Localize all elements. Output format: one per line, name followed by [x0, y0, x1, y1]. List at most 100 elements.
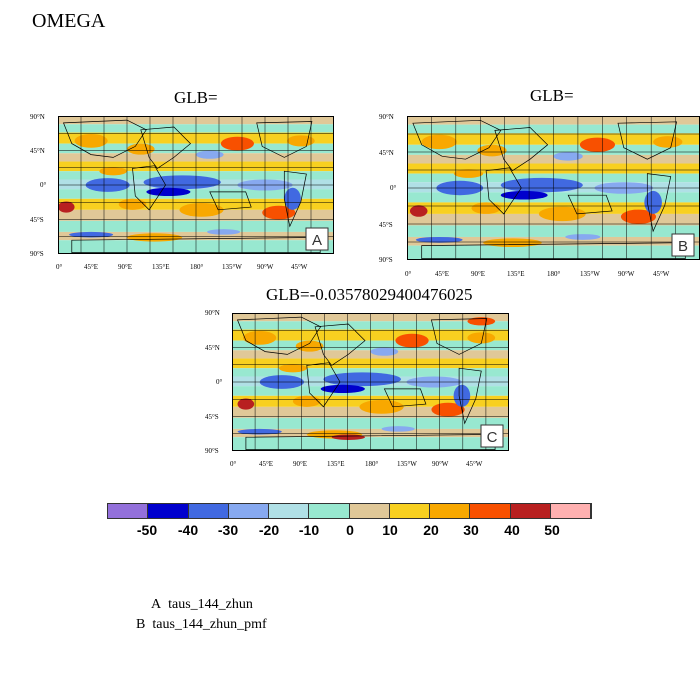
map-field-blob [409, 205, 428, 217]
lat-tick: 90°S [379, 256, 393, 264]
lat-tick: 45°N [30, 147, 45, 155]
panel-a-glb: GLB= [174, 88, 218, 107]
map-field-blob [284, 187, 301, 210]
colorbar-swatch [550, 504, 591, 518]
lon-tick: 45°E [259, 460, 274, 468]
lon-tick: 90°E [293, 460, 308, 468]
map-field-blob [58, 201, 75, 213]
map-field-blob [381, 426, 415, 432]
map-field-blob [453, 384, 471, 407]
coastline [71, 237, 321, 253]
colorbar-label: 10 [382, 522, 398, 538]
colorbar-swatch [510, 504, 551, 518]
lat-tick: 90°S [205, 447, 219, 455]
legend-item-b: B taus_144_zhun_pmf [136, 617, 267, 633]
lon-tick: 135°W [580, 270, 600, 278]
lat-tick: 45°N [379, 149, 394, 157]
map-field-blob [579, 137, 616, 152]
map-field-blob [653, 136, 683, 148]
coastline [458, 367, 482, 425]
map-field-blob [500, 190, 548, 200]
lon-tick: 180° [365, 460, 379, 468]
map-field-blob [237, 398, 255, 410]
map-field-blob [279, 364, 307, 373]
map-field-blob [196, 150, 224, 159]
map-border [232, 313, 509, 451]
lat-tick: 45°S [379, 221, 393, 229]
map-field-blob [127, 233, 183, 242]
map-field-blob [243, 330, 277, 345]
map-field-blob [471, 202, 501, 214]
coastline [283, 170, 307, 228]
lon-tick: 90°W [257, 263, 274, 271]
page-title: OMEGA [32, 10, 106, 32]
lon-tick: 135°E [152, 263, 170, 271]
colorbar-swatch [389, 504, 430, 518]
lon-tick: 180° [547, 270, 561, 278]
legend-item-a: A taus_144_zhun [151, 597, 253, 613]
lon-tick: 135°W [222, 263, 242, 271]
lon-tick: 45°E [84, 263, 99, 271]
panel-letter-box [480, 424, 504, 448]
map-field-blob [331, 434, 365, 440]
coastline [306, 362, 341, 408]
map-field-blob [370, 347, 399, 356]
colorbar-swatch [108, 504, 149, 518]
coastline [256, 121, 313, 158]
legend-name: taus_144_zhun_pmf [152, 617, 267, 632]
coastline [62, 119, 147, 158]
map-field-blob [415, 236, 463, 243]
lat-tick: 45°N [205, 344, 220, 352]
colorbar-label: -20 [258, 522, 280, 538]
map-field-blob [143, 175, 221, 190]
coastline [412, 119, 502, 160]
colorbar-swatch [269, 504, 310, 518]
lon-tick: 90°W [432, 460, 449, 468]
panel-c-glb: GLB=-0.03578029400476025 [266, 285, 473, 304]
map-panel-b-plot: B [407, 116, 700, 260]
coastline [209, 191, 252, 211]
map-field-blob [538, 206, 586, 222]
lat-tick: 0° [216, 378, 223, 386]
map-field-blob [118, 198, 147, 210]
colorbar [107, 503, 592, 519]
map-field-blob [421, 134, 457, 150]
lon-tick: 0° [56, 263, 63, 271]
coastline [617, 121, 678, 160]
colorbar-label: 50 [544, 522, 560, 538]
lat-tick: 90°N [379, 113, 394, 121]
map-field-blob [565, 234, 601, 240]
map-field-blob [320, 384, 365, 394]
panel-letter: C [487, 429, 498, 446]
map-field-blob [179, 202, 224, 217]
coastline [236, 316, 322, 355]
colorbar-swatch [470, 504, 511, 518]
colorbar-swatch [309, 504, 350, 518]
coastline [132, 165, 167, 211]
panel-letter-box [305, 227, 329, 251]
legend-letter: B [136, 617, 146, 632]
map-panel-c: C [232, 313, 509, 451]
colorbar-label: 0 [346, 522, 354, 538]
panel-b-glb: GLB= [530, 86, 574, 105]
coastline [383, 388, 427, 408]
lon-tick: 90°E [118, 263, 133, 271]
coastline [567, 194, 613, 215]
colorbar-swatch [188, 504, 229, 518]
map-field-blob [74, 133, 108, 148]
coastline [245, 434, 496, 450]
map-field-blob [453, 169, 484, 178]
lon-tick: 45°W [653, 270, 670, 278]
map-field-blob [287, 135, 315, 147]
colorbar-label: -50 [136, 522, 158, 538]
map-field-blob [483, 238, 542, 248]
map-field-blob [262, 205, 296, 220]
map-border [58, 116, 334, 254]
map-panel-a: A [58, 116, 334, 254]
colorbar-label: 20 [423, 522, 439, 538]
lat-tick: 45°S [205, 413, 219, 421]
map-field-blob [477, 144, 507, 157]
lon-tick: 180° [190, 263, 204, 271]
colorbar-swatch [148, 504, 189, 518]
coastline [430, 318, 488, 355]
